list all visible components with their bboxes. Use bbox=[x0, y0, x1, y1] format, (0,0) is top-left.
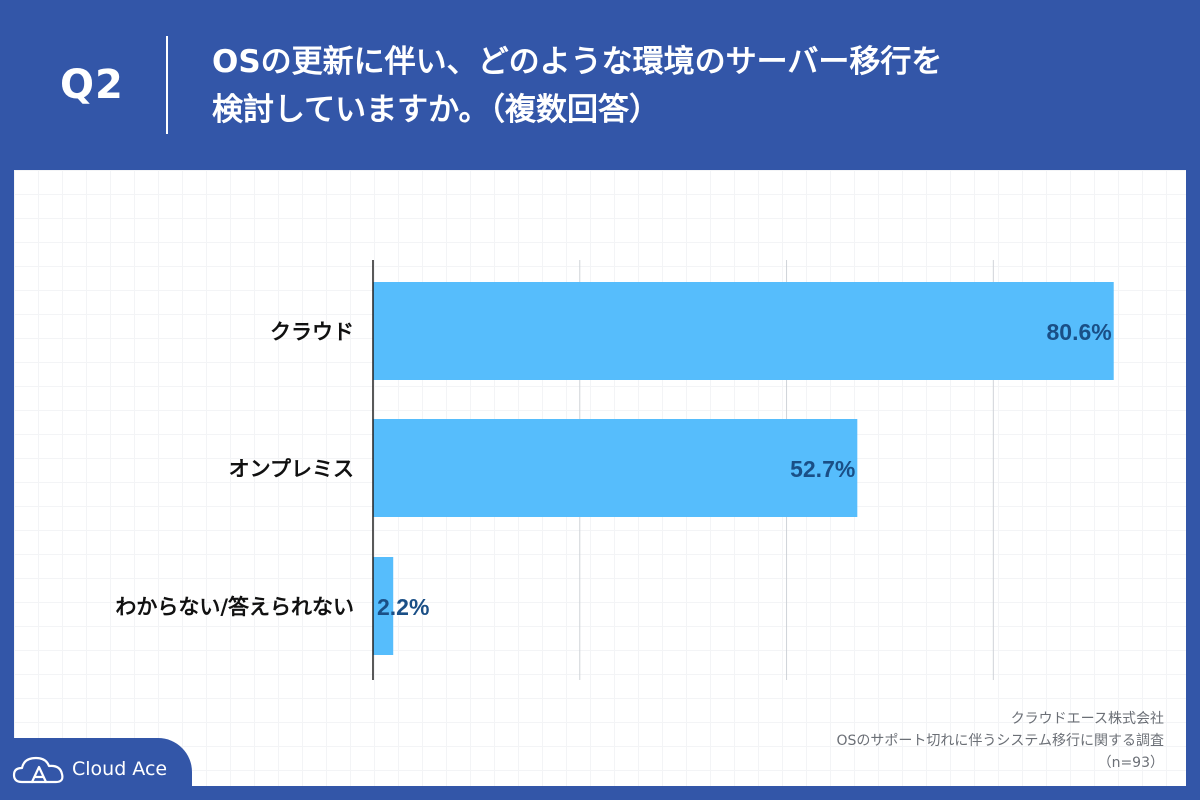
value-label-1: 80.6% bbox=[1046, 319, 1111, 345]
header: Q2 OSの更新に伴い、どのような環境のサーバー移行を 検討していますか。（複数… bbox=[0, 0, 1200, 170]
bar-3 bbox=[373, 557, 394, 655]
source-company: クラウドエース株式会社 bbox=[1010, 711, 1164, 727]
category-label-2: オンプレミス bbox=[229, 457, 354, 481]
bar-2 bbox=[373, 419, 858, 517]
brand-logo-text: Cloud Ace bbox=[72, 758, 168, 780]
header-divider bbox=[166, 36, 168, 134]
value-label-3: 2.2% bbox=[377, 594, 429, 620]
source-footnote: クラウドエース株式会社 OSのサポート切れに伴うシステム移行に関する調査 （n=… bbox=[837, 708, 1165, 774]
value-label-2: 52.7% bbox=[790, 456, 855, 482]
question-title-line-1: OSの更新に伴い、どのような環境のサーバー移行を bbox=[212, 44, 943, 80]
category-label-1: クラウド bbox=[270, 320, 354, 344]
question-title-line-2: 検討していますか。（複数回答） bbox=[212, 92, 660, 128]
category-label-3: わからない/答えられない bbox=[115, 595, 354, 619]
cloud-icon bbox=[12, 756, 64, 784]
bar-1 bbox=[373, 282, 1114, 380]
sample-size: （n=93） bbox=[1097, 755, 1164, 771]
question-label: Q2 bbox=[60, 62, 124, 108]
source-survey-name: OSのサポート切れに伴うシステム移行に関する調査 bbox=[836, 733, 1165, 749]
logo-tab bbox=[0, 738, 192, 800]
question-title: OSの更新に伴い、どのような環境のサーバー移行を 検討していますか。（複数回答） bbox=[212, 38, 1112, 134]
